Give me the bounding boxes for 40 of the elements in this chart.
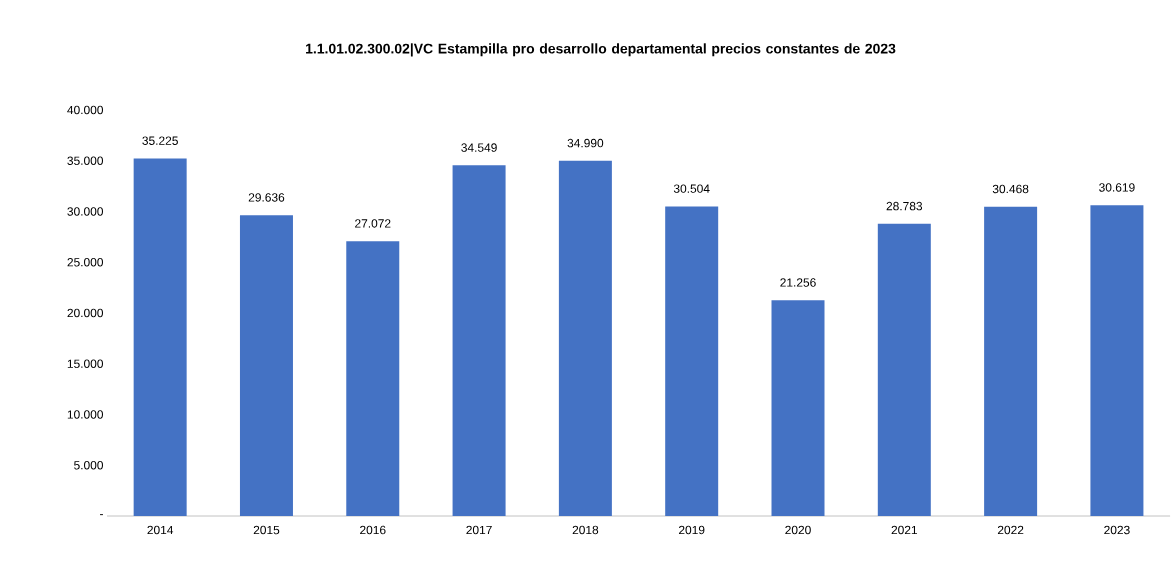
bar <box>452 165 506 516</box>
data-label: 28.783 <box>886 201 923 211</box>
bar <box>771 300 825 516</box>
x-tick-label: 2016 <box>360 525 386 535</box>
x-tick-label: 2021 <box>891 525 918 535</box>
y-tick-label: 20.000 <box>67 308 104 318</box>
data-label: 34.549 <box>461 143 497 152</box>
bar <box>1090 205 1144 516</box>
y-tick-label: 5.000 <box>74 461 104 470</box>
bar <box>877 223 931 516</box>
y-tick-label: 15.000 <box>67 359 104 368</box>
data-label: 21.256 <box>780 278 816 287</box>
data-label: 35.225 <box>142 136 178 145</box>
y-tick-label: 35.000 <box>67 156 104 165</box>
x-tick-label: 2018 <box>572 525 599 535</box>
x-tick-label: 2019 <box>678 525 705 535</box>
y-tick-label: 30.000 <box>67 207 104 216</box>
bar <box>984 206 1038 516</box>
bar <box>239 215 293 516</box>
bar <box>558 160 612 516</box>
bar <box>133 158 187 516</box>
y-tick-label: - <box>100 514 103 516</box>
x-tick-label: 2022 <box>997 525 1024 535</box>
x-tick-label: 2023 <box>1104 525 1130 535</box>
data-label: 30.619 <box>1099 183 1135 192</box>
data-label: 29.636 <box>248 193 285 202</box>
data-label: 27.072 <box>355 219 391 228</box>
x-tick-label: 2017 <box>466 525 492 535</box>
y-tick-label: 25.000 <box>67 258 104 267</box>
x-tick-label: 2015 <box>253 525 280 535</box>
y-tick-label: 40.000 <box>67 105 104 115</box>
y-tick-label: 10.000 <box>67 410 104 419</box>
data-label: 30.468 <box>992 184 1029 194</box>
bar <box>346 241 400 516</box>
bar <box>665 206 719 516</box>
data-label: 34.990 <box>567 138 604 148</box>
x-tick-label: 2020 <box>785 525 811 535</box>
data-label: 30.504 <box>673 184 710 193</box>
chart-title: 1.1.01.02.300.02|VC Estampilla pro desarrollo departamental precios constantes de 2023 <box>306 43 896 57</box>
x-tick-label: 2014 <box>147 525 174 535</box>
